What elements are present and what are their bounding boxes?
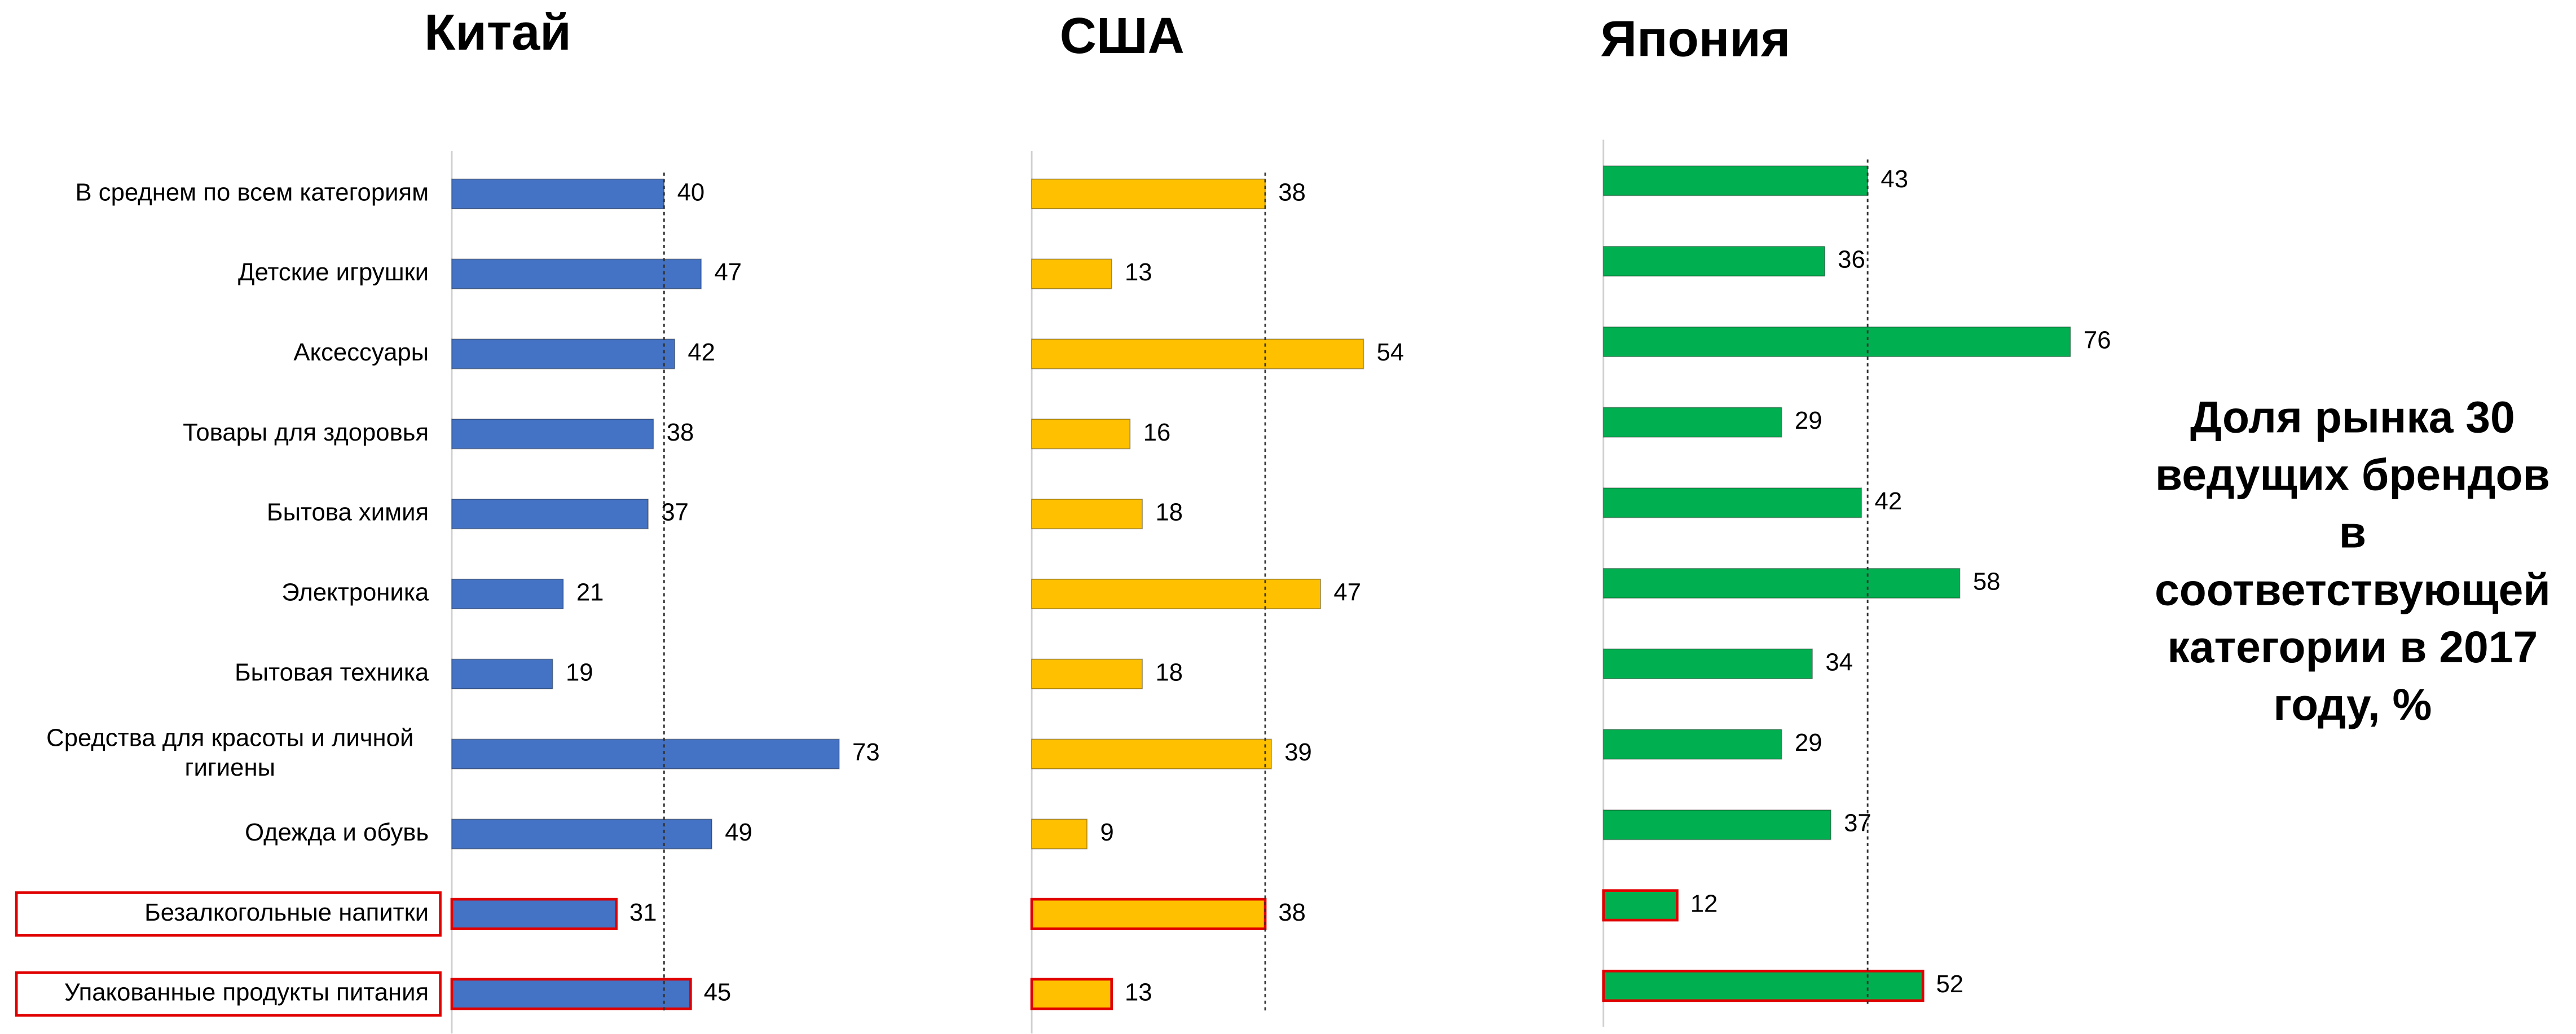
- caption-line: Доля рынка 30: [2190, 392, 2515, 442]
- category-label: Аксессуары: [293, 338, 429, 366]
- bar: [1031, 819, 1088, 850]
- value-label: 54: [1377, 338, 1404, 366]
- value-label: 73: [852, 738, 880, 766]
- bar: [1031, 499, 1143, 530]
- value-label: 38: [1278, 178, 1306, 206]
- chart-title: Китай: [424, 4, 571, 61]
- bar: [451, 338, 675, 369]
- bar: [1031, 578, 1321, 610]
- bar: [451, 658, 553, 689]
- value-label: 45: [704, 979, 732, 1006]
- category-label: Бытовая техника: [235, 658, 429, 686]
- bar: [1031, 658, 1143, 689]
- category-label: Безалкогольные напитки: [144, 899, 429, 926]
- value-label: 47: [714, 258, 742, 286]
- bar: [1602, 809, 1831, 841]
- bar: [1602, 648, 1813, 679]
- bar: [1602, 246, 1825, 277]
- value-label: 58: [1973, 568, 2001, 596]
- category-label: В среднем по всем категориям: [76, 178, 429, 206]
- bar: [451, 499, 649, 530]
- caption-line: ведущих брендов: [2155, 450, 2550, 499]
- bar: [1031, 738, 1272, 769]
- value-label: 21: [576, 578, 604, 606]
- value-label: 42: [688, 338, 715, 366]
- value-label: 40: [677, 178, 705, 206]
- bar: [1031, 419, 1131, 450]
- highlight-box: [15, 971, 442, 1017]
- bar: [1031, 338, 1364, 369]
- value-label: 29: [1795, 729, 1822, 756]
- category-label: Средства для красоты и личной гигиены: [46, 724, 413, 781]
- bar: [450, 897, 618, 930]
- value-label: 31: [629, 899, 657, 926]
- category-label: Бытова химия: [267, 499, 429, 526]
- bar: [1602, 407, 1782, 438]
- value-label: 16: [1143, 419, 1171, 446]
- bar: [1602, 326, 2071, 357]
- value-label: 49: [725, 819, 752, 846]
- category-label: Электроника: [281, 578, 429, 606]
- value-label: 47: [1333, 578, 1361, 606]
- value-label: 19: [566, 658, 593, 686]
- value-label: 38: [667, 419, 694, 446]
- value-label: 43: [1881, 165, 1908, 193]
- caption-line: категории в 2017: [2168, 622, 2538, 672]
- chart-title: Япония: [1600, 11, 1790, 68]
- bar: [451, 819, 712, 850]
- value-label: 42: [1875, 487, 1903, 515]
- value-label: 12: [1690, 890, 1718, 917]
- bar: [1602, 970, 1925, 1002]
- value-label: 52: [1936, 970, 1963, 998]
- highlight-box: [15, 891, 442, 937]
- bar: [1030, 897, 1267, 930]
- value-label: 76: [2084, 326, 2111, 354]
- bar: [451, 178, 665, 209]
- chart-title: США: [1060, 7, 1184, 64]
- category-label: Упакованные продукты питания: [64, 979, 429, 1006]
- value-label: 37: [1844, 809, 1872, 837]
- value-label: 37: [661, 499, 689, 526]
- bar: [451, 578, 564, 610]
- bar: [451, 258, 702, 289]
- caption-line: в: [2339, 507, 2366, 557]
- category-label: Детские игрушки: [238, 258, 429, 286]
- value-label: 13: [1125, 258, 1152, 286]
- category-label: Одежда и обувь: [245, 819, 429, 846]
- bar: [451, 738, 840, 769]
- value-label: 9: [1100, 819, 1113, 846]
- caption-line: году, %: [2273, 680, 2432, 729]
- value-label: 34: [1825, 648, 1853, 676]
- bar: [1602, 729, 1782, 760]
- category-label: Товары для здоровья: [183, 419, 429, 446]
- bar: [1030, 978, 1113, 1010]
- value-label: 39: [1284, 738, 1312, 766]
- value-label: 18: [1156, 499, 1183, 526]
- bar: [1031, 258, 1112, 289]
- bar: [1602, 889, 1679, 922]
- bar: [1031, 178, 1266, 209]
- value-label: 38: [1278, 899, 1306, 926]
- value-label: 18: [1156, 658, 1183, 686]
- bar: [1602, 487, 1862, 518]
- bar: [450, 978, 692, 1010]
- bar: [1602, 567, 1961, 599]
- bar: [1602, 165, 1869, 196]
- bar: [451, 419, 654, 450]
- value-label: 13: [1125, 979, 1152, 1006]
- value-label: 36: [1838, 246, 1865, 274]
- caption-line: соответствующей: [2155, 565, 2551, 614]
- value-label: 29: [1795, 407, 1822, 434]
